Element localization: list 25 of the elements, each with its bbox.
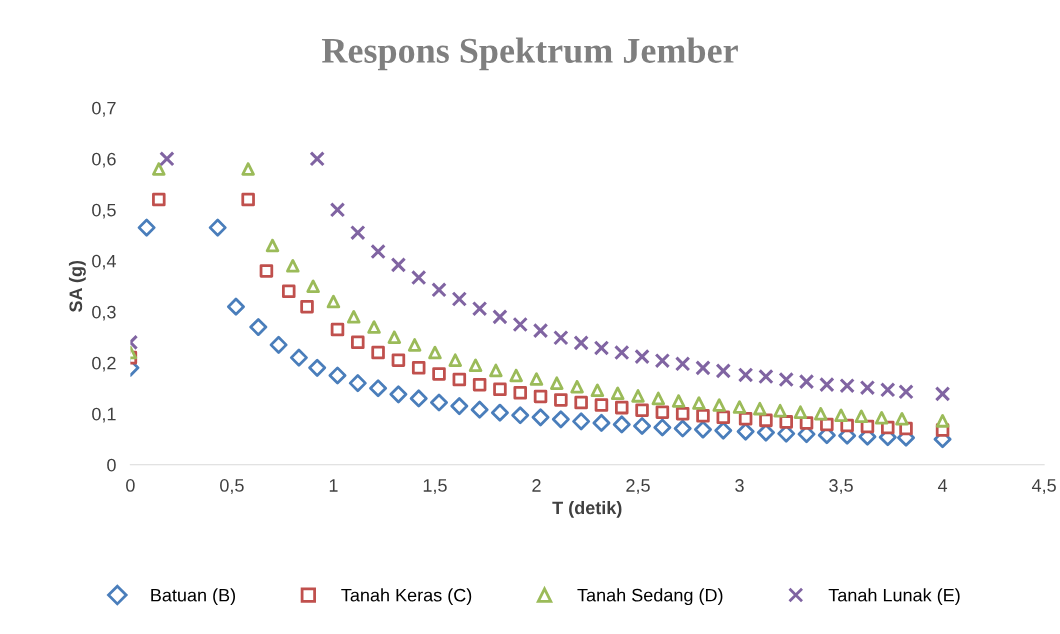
y-tick-label: 0,3 — [92, 305, 116, 321]
x-tick-label: 2 — [532, 479, 541, 492]
x-tick-label: 0,5 — [220, 479, 244, 495]
y-tick-label: 0 — [107, 458, 116, 472]
x-tick-label: 3 — [735, 479, 744, 492]
legend-label: Tanah Lunak (E) — [828, 588, 960, 606]
x-tick-label: 1 — [329, 479, 338, 492]
y-tick-label: 0,7 — [92, 101, 116, 117]
legend-label: Batuan (B) — [151, 588, 236, 606]
legend-label: Tanah Keras (C) — [341, 588, 472, 606]
x-tick-label: 1,5 — [423, 479, 447, 495]
y-tick-label: 0,4 — [92, 254, 116, 270]
x-tick-label: 3,5 — [829, 479, 853, 495]
y-tick-label: 0,2 — [92, 356, 116, 372]
y-tick-label: 0,1 — [92, 407, 116, 423]
x-tick-label: 0 — [126, 479, 135, 492]
legend-label: Tanah Sedang (D) — [577, 588, 723, 606]
y-tick-label: 0,5 — [92, 203, 116, 219]
y-axis-title: SA (g) — [68, 260, 86, 312]
x-tick-label: 4 — [937, 479, 948, 492]
x-axis-title: T (detik) — [552, 501, 622, 518]
y-tick-label: 0,6 — [92, 152, 116, 168]
chart-title: Respons Spektrum Jember — [321, 37, 738, 71]
x-tick-label: 4,5 — [1031, 479, 1056, 495]
x-tick-label: 2,5 — [626, 479, 650, 495]
